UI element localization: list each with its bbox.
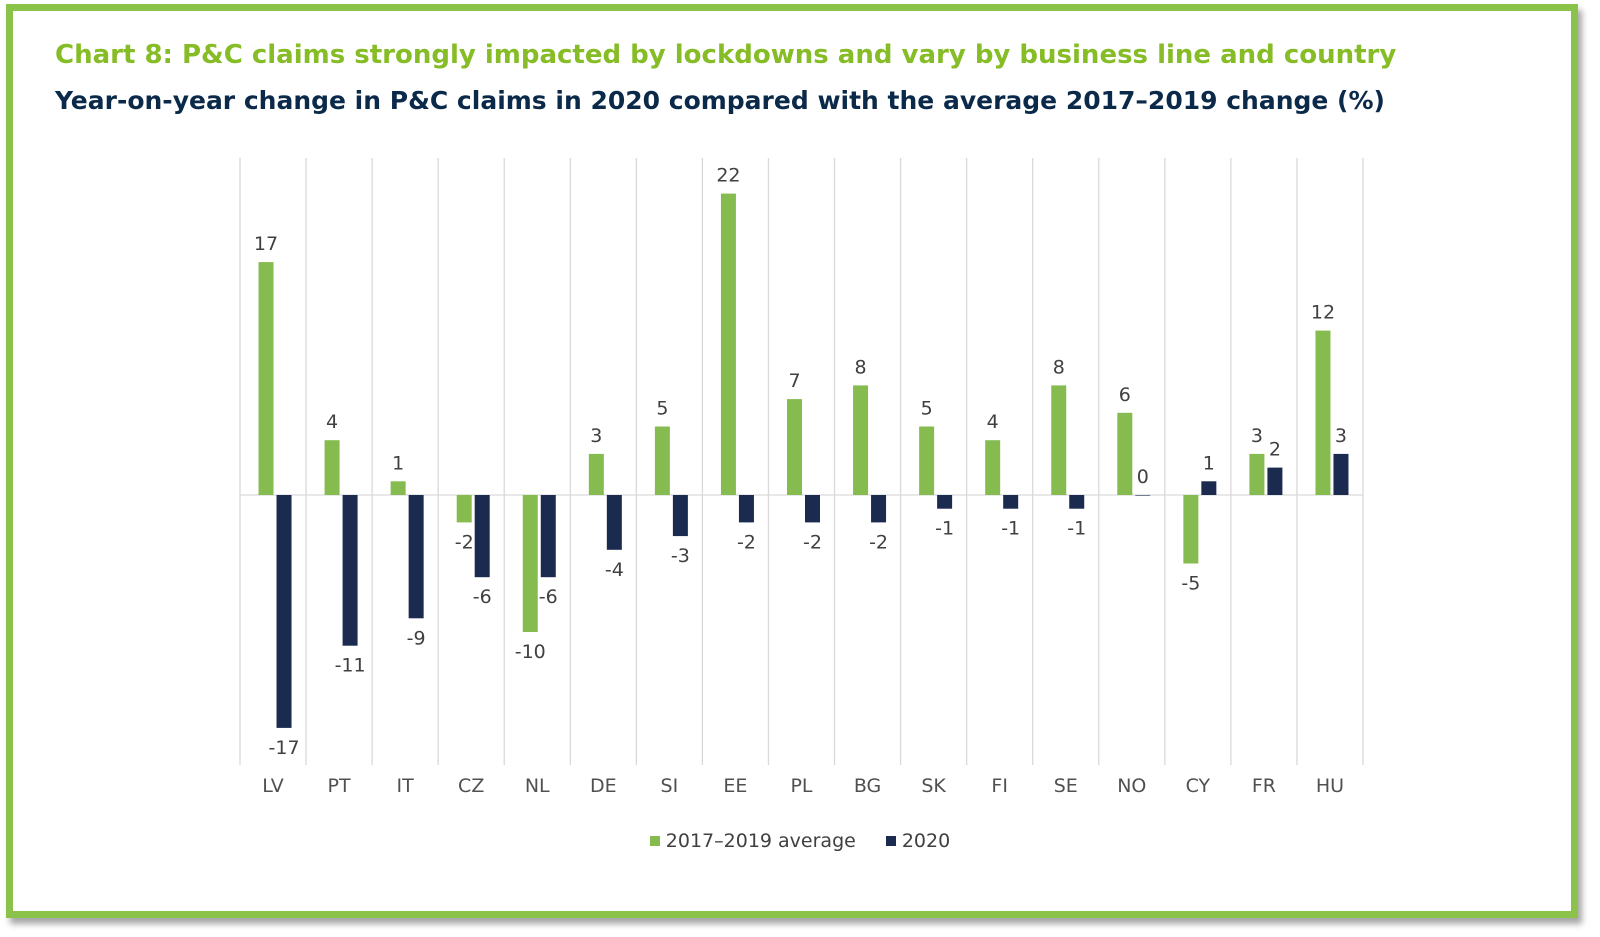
data-label: -6	[473, 586, 492, 608]
x-tick-label: PT	[328, 775, 351, 797]
data-label: 4	[987, 411, 999, 433]
data-label: -3	[671, 545, 690, 567]
legend-label: 2020	[901, 830, 951, 852]
bar-hu-series-1	[1333, 453, 1349, 495]
data-label: 1	[1203, 452, 1215, 474]
data-label: -5	[1181, 573, 1200, 595]
x-tick-label: SI	[661, 775, 679, 797]
x-tick-label: LV	[262, 775, 284, 797]
data-label: -11	[335, 655, 366, 677]
bar-sk-series-0	[919, 426, 935, 495]
data-label: -17	[269, 737, 300, 759]
bar-si-series-1	[672, 495, 688, 537]
chart-legend: 2017–2019 average 2020	[0, 830, 1600, 852]
data-label: -2	[869, 531, 888, 553]
bar-se-series-0	[1051, 385, 1067, 495]
bar-fi-series-1	[1003, 495, 1019, 509]
x-tick-label: SK	[921, 775, 946, 797]
bar-bg-series-0	[853, 385, 869, 495]
data-label: 3	[590, 425, 602, 447]
legend-item: 2020	[885, 830, 951, 852]
bar-pt-series-1	[342, 495, 358, 646]
data-label: 12	[1311, 302, 1335, 324]
data-label: 2	[1269, 439, 1281, 461]
bar-fr-series-1	[1267, 467, 1283, 495]
bar-it-series-0	[390, 481, 406, 495]
legend-label: 2017–2019 average	[665, 830, 856, 852]
data-label: 5	[921, 398, 933, 420]
bar-cy-series-1	[1201, 481, 1217, 495]
chart-title: Chart 8: P&C claims strongly impacted by…	[55, 40, 1397, 70]
data-label: 0	[1137, 466, 1149, 488]
bar-nl-series-0	[522, 495, 538, 632]
data-label: 6	[1119, 384, 1131, 406]
bar-hu-series-0	[1315, 330, 1331, 495]
x-tick-label: PL	[790, 775, 812, 797]
data-label: -1	[935, 518, 954, 540]
data-label: 8	[1053, 356, 1065, 378]
data-label: 4	[326, 411, 338, 433]
legend-swatch	[649, 836, 660, 846]
data-label: -2	[737, 531, 756, 553]
bar-lv-series-1	[276, 495, 292, 728]
data-label: -2	[455, 531, 474, 553]
x-tick-label: NO	[1117, 775, 1146, 797]
bar-de-series-1	[606, 495, 622, 550]
bar-pl-series-1	[805, 495, 820, 523]
data-label: 8	[855, 356, 867, 378]
bar-pl-series-0	[787, 399, 802, 495]
x-tick-label: CY	[1186, 775, 1211, 797]
data-label: -9	[407, 627, 426, 649]
legend-item: 2017–2019 average	[649, 830, 856, 852]
bar-pt-series-0	[324, 440, 340, 495]
x-tick-label: IT	[397, 775, 415, 797]
bar-fi-series-0	[985, 440, 1001, 495]
data-label: -1	[1067, 518, 1086, 540]
bar-de-series-0	[588, 453, 604, 495]
data-label: 1	[392, 452, 404, 474]
bar-cz-series-1	[474, 495, 490, 578]
bar-fr-series-0	[1249, 453, 1265, 495]
data-label: 5	[656, 398, 668, 420]
bar-cz-series-0	[456, 495, 472, 523]
data-label: -2	[803, 531, 822, 553]
x-tick-label: DE	[590, 775, 617, 797]
legend-swatch	[885, 836, 896, 846]
bar-ee-series-0	[720, 193, 736, 495]
x-tick-label: FI	[991, 775, 1008, 797]
x-tick-label: HU	[1316, 775, 1344, 797]
x-tick-label: BG	[854, 775, 881, 797]
data-label: 3	[1251, 425, 1263, 447]
data-label: 3	[1335, 425, 1347, 447]
data-label: -4	[605, 559, 624, 581]
bar-cy-series-0	[1183, 495, 1199, 564]
bar-si-series-0	[654, 426, 670, 495]
x-tick-label: SE	[1054, 775, 1078, 797]
x-tick-label: CZ	[458, 775, 484, 797]
bar-no-series-0	[1117, 412, 1133, 495]
data-label: 17	[254, 233, 278, 255]
data-label: 7	[788, 370, 800, 392]
bar-no-series-1	[1135, 495, 1151, 496]
data-label: -1	[1001, 518, 1020, 540]
bar-bg-series-1	[871, 495, 887, 523]
bar-se-series-1	[1069, 495, 1085, 509]
bar-sk-series-1	[937, 495, 953, 509]
data-label: 22	[716, 165, 740, 187]
data-label: -6	[539, 586, 558, 608]
bar-it-series-1	[408, 495, 424, 619]
x-tick-label: NL	[525, 775, 550, 797]
x-tick-label: EE	[723, 775, 747, 797]
bar-ee-series-1	[738, 495, 754, 523]
bar-nl-series-1	[540, 495, 556, 578]
chart-subtitle: Year-on-year change in P&C claims in 202…	[55, 86, 1385, 115]
data-label: -10	[515, 641, 546, 663]
bar-lv-series-0	[258, 262, 274, 495]
x-tick-label: FR	[1252, 775, 1276, 797]
